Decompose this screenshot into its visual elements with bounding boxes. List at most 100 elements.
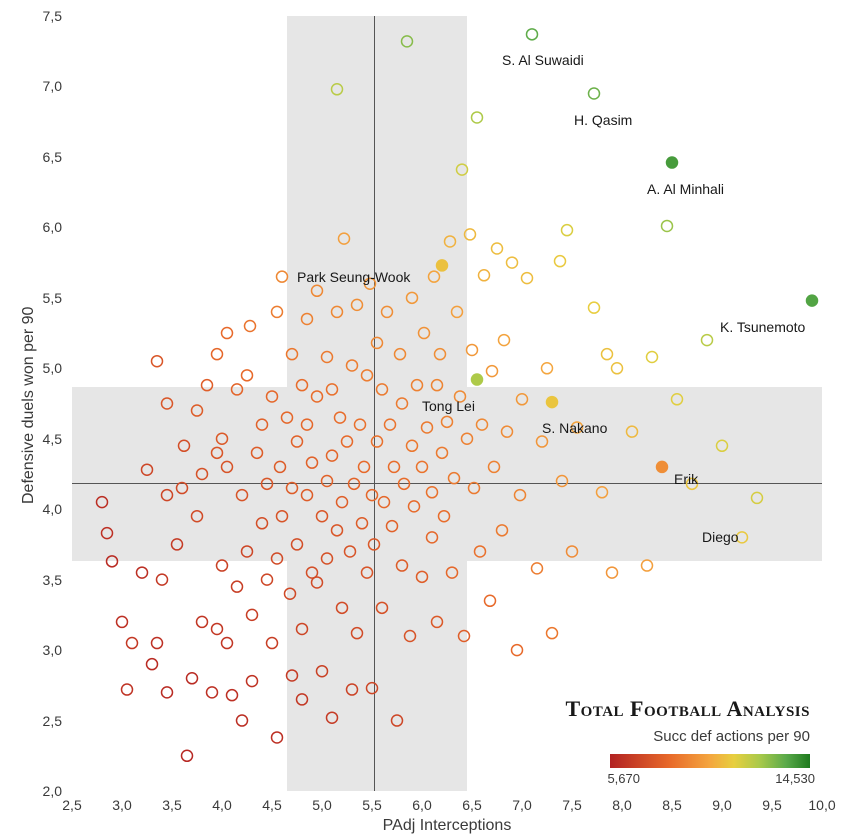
- scatter-point: [562, 225, 573, 236]
- scatter-point: [367, 490, 378, 501]
- scatter-point: [317, 666, 328, 677]
- scatter-point: [377, 384, 388, 395]
- scatter-point: [522, 273, 533, 284]
- scatter-point: [422, 422, 433, 433]
- y-tick-label: 5,5: [43, 290, 62, 306]
- scatter-point: [642, 560, 653, 571]
- scatter-point: [317, 511, 328, 522]
- scatter-point: [437, 447, 448, 458]
- points-layer: [72, 16, 822, 791]
- scatter-point: [402, 36, 413, 47]
- scatter-point-highlight: [547, 397, 558, 408]
- scatter-point: [412, 380, 423, 391]
- scatter-point: [312, 577, 323, 588]
- scatter-point: [322, 352, 333, 363]
- scatter-point: [647, 352, 658, 363]
- scatter-point: [272, 732, 283, 743]
- scatter-point: [332, 84, 343, 95]
- scatter-point: [417, 571, 428, 582]
- scatter-point: [397, 398, 408, 409]
- legend-colorbar: [610, 754, 810, 768]
- scatter-point: [472, 112, 483, 123]
- x-tick-label: 7,5: [562, 797, 581, 813]
- scatter-point: [242, 370, 253, 381]
- scatter-point: [342, 436, 353, 447]
- scatter-point: [379, 497, 390, 508]
- scatter-point: [465, 229, 476, 240]
- scatter-point: [275, 461, 286, 472]
- y-tick-label: 6,5: [43, 149, 62, 165]
- scatter-point: [435, 349, 446, 360]
- scatter-point: [377, 602, 388, 613]
- scatter-point: [162, 490, 173, 501]
- scatter-point: [589, 88, 600, 99]
- scatter-point: [455, 391, 466, 402]
- scatter-point: [277, 511, 288, 522]
- scatter-point: [327, 450, 338, 461]
- scatter-point: [597, 487, 608, 498]
- scatter-point: [117, 616, 128, 627]
- scatter-point: [492, 243, 503, 254]
- scatter-point: [362, 567, 373, 578]
- x-tick-label: 8,5: [662, 797, 681, 813]
- scatter-point: [297, 694, 308, 705]
- scatter-point: [297, 380, 308, 391]
- scatter-point: [162, 398, 173, 409]
- logo-text: Total Football Analysis: [565, 696, 810, 722]
- scatter-point: [282, 412, 293, 423]
- scatter-point: [459, 631, 470, 642]
- scatter-point: [627, 426, 638, 437]
- scatter-point: [347, 684, 358, 695]
- scatter-point: [369, 539, 380, 550]
- scatter-point-highlight: [657, 461, 668, 472]
- scatter-point: [242, 546, 253, 557]
- scatter-point: [267, 391, 278, 402]
- scatter-point: [327, 712, 338, 723]
- scatter-point: [332, 525, 343, 536]
- scatter-point: [177, 483, 188, 494]
- scatter-point: [442, 416, 453, 427]
- scatter-point: [257, 419, 268, 430]
- scatter-point: [222, 461, 233, 472]
- scatter-point: [197, 616, 208, 627]
- scatter-point: [285, 588, 296, 599]
- scatter-point: [432, 380, 443, 391]
- scatter-point: [489, 461, 500, 472]
- scatter-point: [345, 546, 356, 557]
- y-tick-label: 5,0: [43, 360, 62, 376]
- scatter-point: [737, 532, 748, 543]
- y-tick-label: 6,0: [43, 219, 62, 235]
- scatter-point: [542, 363, 553, 374]
- scatter-point: [359, 461, 370, 472]
- x-tick-label: 5,5: [362, 797, 381, 813]
- scatter-point: [392, 715, 403, 726]
- scatter-point: [687, 478, 698, 489]
- x-tick-label: 8,0: [612, 797, 631, 813]
- scatter-point: [102, 528, 113, 539]
- scatter-point: [302, 419, 313, 430]
- scatter-point: [142, 464, 153, 475]
- scatter-point: [555, 256, 566, 267]
- scatter-point-highlight: [472, 374, 483, 385]
- scatter-point: [427, 532, 438, 543]
- scatter-point: [372, 337, 383, 348]
- legend-max-label: 14,530: [775, 771, 815, 786]
- scatter-point: [457, 164, 468, 175]
- plot-area: S. Al SuwaidiH. QasimA. Al MinhaliPark S…: [72, 16, 822, 791]
- y-tick-label: 3,0: [43, 642, 62, 658]
- scatter-point: [307, 457, 318, 468]
- scatter-point: [192, 511, 203, 522]
- scatter-point: [602, 349, 613, 360]
- scatter-point: [477, 419, 488, 430]
- scatter-point: [182, 750, 193, 761]
- scatter-point: [217, 560, 228, 571]
- y-tick-label: 3,5: [43, 572, 62, 588]
- scatter-point: [507, 257, 518, 268]
- scatter-point: [362, 370, 373, 381]
- y-tick-label: 4,5: [43, 431, 62, 447]
- scatter-chart: S. Al SuwaidiH. QasimA. Al MinhaliPark S…: [0, 0, 850, 840]
- scatter-point: [252, 447, 263, 458]
- scatter-point: [557, 476, 568, 487]
- scatter-point: [337, 602, 348, 613]
- scatter-point: [382, 306, 393, 317]
